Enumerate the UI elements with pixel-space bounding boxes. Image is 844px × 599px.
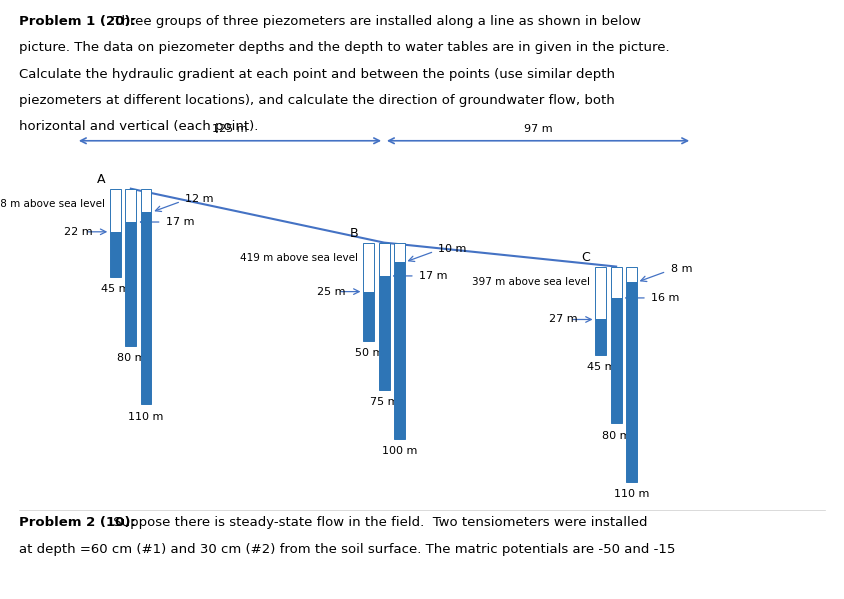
Text: at depth =60 cm (#1) and 30 cm (#2) from the soil surface. The matric potentials: at depth =60 cm (#1) and 30 cm (#2) from… [19, 543, 675, 556]
Text: 16 m: 16 m [652, 293, 679, 303]
Text: 75 m: 75 m [370, 397, 398, 407]
Text: 17 m: 17 m [165, 217, 194, 227]
Text: 419 m above sea level: 419 m above sea level [241, 253, 358, 264]
Bar [363, 292, 375, 341]
Text: 45 m: 45 m [101, 284, 130, 294]
Bar [111, 189, 122, 232]
Text: 45 m: 45 m [587, 362, 615, 372]
Text: C: C [582, 250, 591, 264]
Bar [125, 222, 137, 346]
Text: 50 m: 50 m [354, 348, 383, 358]
Text: Three groups of three piezometers are installed along a line as shown in below: Three groups of three piezometers are in… [109, 15, 641, 28]
Bar [140, 212, 152, 404]
Text: Suppose there is steady-state flow in the field.  Two tensiometers were installe: Suppose there is steady-state flow in th… [109, 516, 647, 530]
Text: Problem 2 (10):: Problem 2 (10): [19, 516, 135, 530]
Text: 110 m: 110 m [128, 412, 164, 422]
Text: 22 m: 22 m [64, 227, 92, 237]
Text: piezometers at different locations), and calculate the direction of groundwater : piezometers at different locations), and… [19, 94, 614, 107]
Text: 8 m: 8 m [671, 264, 692, 274]
Bar [378, 276, 390, 389]
Bar [393, 262, 405, 438]
Text: 12 m: 12 m [186, 194, 214, 204]
Text: 110 m: 110 m [614, 489, 649, 500]
Text: horizontal and vertical (each point).: horizontal and vertical (each point). [19, 120, 258, 134]
Bar [626, 267, 637, 282]
Bar [363, 243, 375, 292]
Text: 27 m: 27 m [549, 314, 577, 325]
Bar [393, 243, 405, 262]
Text: 97 m: 97 m [524, 123, 552, 134]
Bar [611, 267, 621, 298]
Text: B: B [349, 226, 358, 240]
Text: Problem 1 (20):: Problem 1 (20): [19, 15, 135, 28]
Bar [596, 319, 606, 355]
Bar [378, 243, 390, 276]
Bar [125, 189, 137, 222]
Text: 100 m: 100 m [381, 446, 417, 456]
Bar [596, 267, 606, 319]
Bar [611, 298, 621, 423]
Text: Calculate the hydraulic gradient at each point and between the points (use simil: Calculate the hydraulic gradient at each… [19, 68, 614, 81]
Text: 17 m: 17 m [419, 271, 447, 281]
Text: 80 m: 80 m [116, 353, 145, 363]
Text: 25 m: 25 m [317, 286, 345, 297]
Bar [111, 232, 122, 277]
Text: 10 m: 10 m [439, 244, 467, 254]
Bar [626, 282, 637, 482]
Text: 468 m above sea level: 468 m above sea level [0, 199, 106, 210]
Text: 397 m above sea level: 397 m above sea level [473, 277, 591, 288]
Bar [140, 189, 152, 212]
Text: A: A [96, 173, 106, 186]
Text: picture. The data on piezometer depths and the depth to water tables are in give: picture. The data on piezometer depths a… [19, 41, 669, 55]
Text: 125 m: 125 m [212, 123, 248, 134]
Text: 80 m: 80 m [602, 431, 630, 441]
